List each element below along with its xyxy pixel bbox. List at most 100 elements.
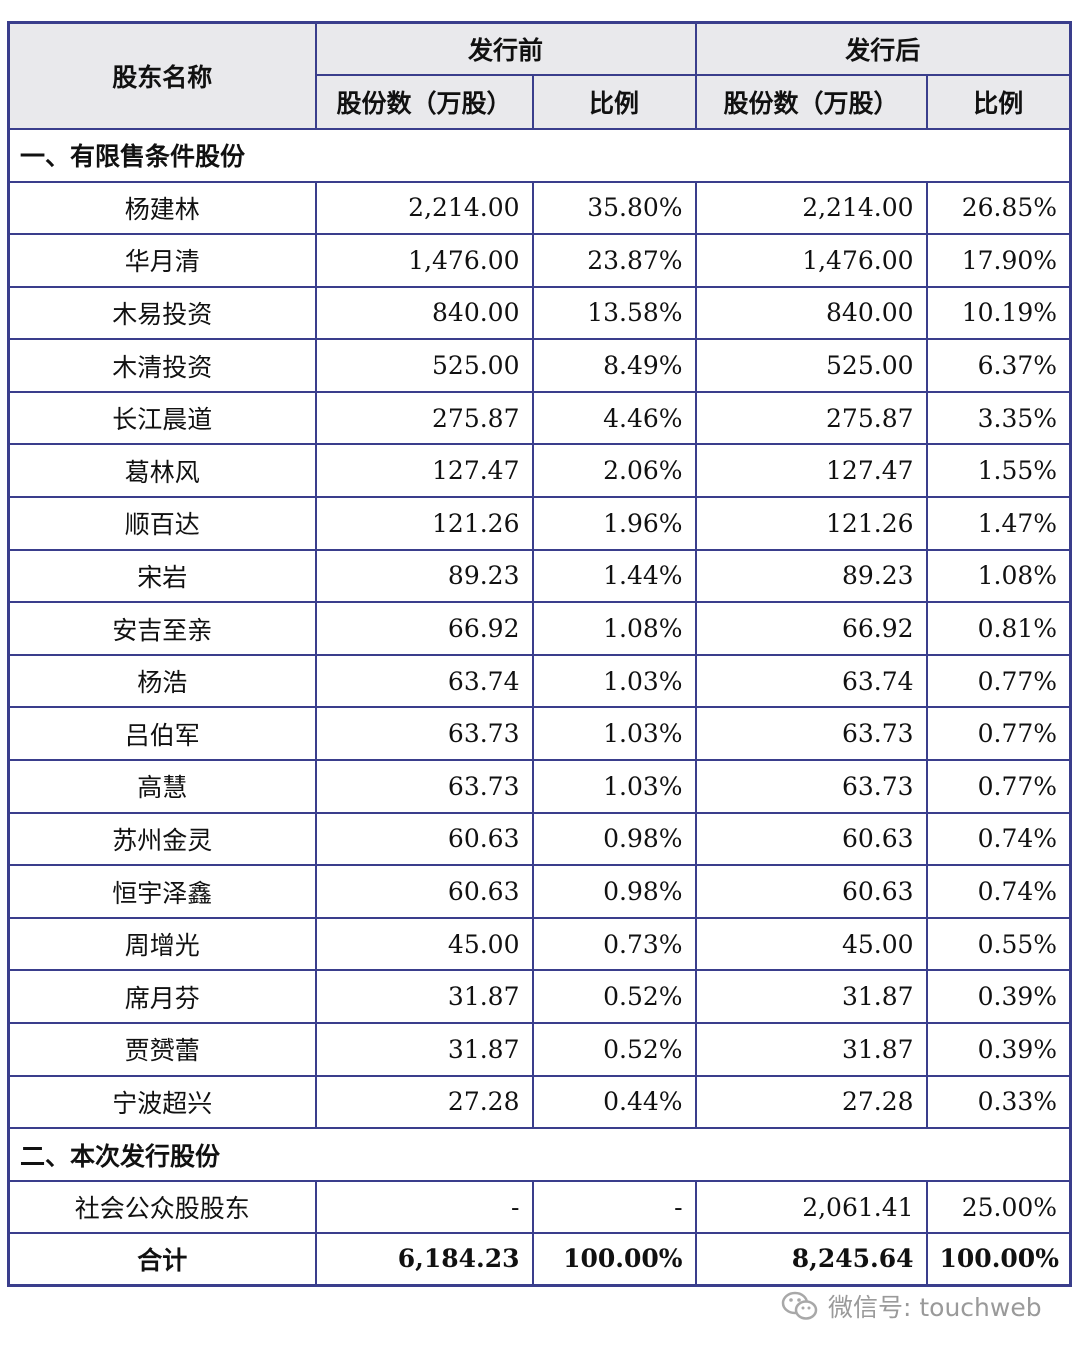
cell-before-ratio: 4.46% bbox=[531, 390, 697, 446]
cell-shareholder-name: 长江晨道 bbox=[7, 390, 317, 446]
table-row: 高慧 63.73 1.03% 63.73 0.77% bbox=[7, 759, 1072, 814]
cell-after-ratio: 3.35% bbox=[925, 390, 1072, 446]
table-row: 杨浩 63.74 1.03% 63.74 0.77% bbox=[7, 653, 1072, 709]
cell-after-shares: 525.00 bbox=[694, 338, 928, 393]
header-shareholder-name: 股东名称 bbox=[7, 21, 317, 130]
cell-before-ratio: 0.52% bbox=[531, 1022, 697, 1077]
section-public-title: 二、本次发行股份 bbox=[7, 1127, 1072, 1183]
cell-after-ratio: 0.77% bbox=[925, 653, 1072, 709]
cell-shareholder-name: 恒宇泽鑫 bbox=[7, 864, 317, 919]
cell-after-shares: 127.47 bbox=[694, 443, 928, 499]
cell-shareholder-name: 华月清 bbox=[7, 233, 317, 288]
table-row: 席月芬 31.87 0.52% 31.87 0.39% bbox=[7, 969, 1072, 1024]
cell-before-ratio: 0.98% bbox=[531, 811, 697, 867]
table-row: 木易投资 840.00 13.58% 840.00 10.19% bbox=[7, 285, 1072, 341]
cell-before-ratio: 0.44% bbox=[531, 1074, 697, 1130]
cell-shareholder-name: 木清投资 bbox=[7, 338, 317, 393]
cell-before-shares: 840.00 bbox=[314, 285, 534, 341]
cell-before-shares: 1,476.00 bbox=[314, 233, 534, 288]
cell-before-shares: 31.87 bbox=[314, 969, 534, 1024]
watermark: 微信号: touchweb bbox=[780, 1286, 1042, 1326]
cell-shareholder-name: 吕伯军 bbox=[7, 706, 317, 762]
header-before-shares: 股份数（万股） bbox=[314, 73, 534, 130]
table-row: 吕伯军 63.73 1.03% 63.73 0.77% bbox=[7, 706, 1072, 762]
cell-after-ratio: 10.19% bbox=[925, 285, 1072, 341]
cell-after-ratio: 1.47% bbox=[925, 496, 1072, 551]
cell-shareholder-name: 木易投资 bbox=[7, 285, 317, 341]
cell-after-shares: 89.23 bbox=[694, 548, 928, 604]
cell-after-shares: 840.00 bbox=[694, 285, 928, 341]
cell-after-ratio: 0.33% bbox=[925, 1074, 1072, 1130]
header-after-issue: 发行后 bbox=[694, 21, 1072, 76]
cell-before-shares: 6,184.23 bbox=[314, 1232, 534, 1287]
cell-before-shares: 89.23 bbox=[314, 548, 534, 604]
cell-after-ratio: 26.85% bbox=[925, 180, 1072, 236]
cell-before-ratio: 35.80% bbox=[531, 180, 697, 236]
cell-before-shares: 66.92 bbox=[314, 601, 534, 656]
cell-after-shares: 60.63 bbox=[694, 864, 928, 919]
cell-after-shares: 63.73 bbox=[694, 759, 928, 814]
table-row: 长江晨道 275.87 4.46% 275.87 3.35% bbox=[7, 390, 1072, 446]
cell-after-shares: 27.28 bbox=[694, 1074, 928, 1130]
cell-before-shares: 275.87 bbox=[314, 390, 534, 446]
cell-before-ratio: 0.73% bbox=[531, 916, 697, 972]
header-before-ratio: 比例 bbox=[531, 73, 697, 130]
public-shareholder-row: 社会公众股股东 - -2,061.41 25.00% bbox=[7, 1180, 1072, 1235]
cell-shareholder-name: 合计 bbox=[7, 1232, 317, 1287]
cell-after-ratio: 0.39% bbox=[925, 969, 1072, 1024]
cell-after-ratio: 0.77% bbox=[925, 706, 1072, 762]
cell-before-ratio: 13.58% bbox=[531, 285, 697, 341]
cell-before-ratio: 1.96% bbox=[531, 496, 697, 551]
cell-before-ratio: 1.03% bbox=[531, 706, 697, 762]
watermark-text: 微信号: touchweb bbox=[828, 1293, 1042, 1322]
cell-before-ratio: 1.08% bbox=[531, 601, 697, 656]
cell-before-ratio: 1.03% bbox=[531, 653, 697, 709]
cell-after-shares: 31.87 bbox=[694, 1022, 928, 1077]
section-public-row: 二、本次发行股份 bbox=[7, 1127, 1072, 1183]
section-restricted-title: 一、有限售条件股份 bbox=[7, 127, 1072, 183]
cell-shareholder-name: 杨浩 bbox=[7, 653, 317, 709]
table-row: 恒宇泽鑫 60.63 0.98% 60.63 0.74% bbox=[7, 864, 1072, 919]
cell-after-shares: 60.63 bbox=[694, 811, 928, 867]
total-row: 合计 6,184.23 100.00% 8,245.64 100.00% bbox=[7, 1232, 1072, 1287]
cell-after-shares: 2,061.41 bbox=[694, 1180, 928, 1235]
table-row: 贾赟蕾 31.87 0.52% 31.87 0.39% bbox=[7, 1022, 1072, 1077]
cell-shareholder-name: 杨建林 bbox=[7, 180, 317, 236]
cell-after-ratio: 0.81% bbox=[925, 601, 1072, 656]
cell-before-shares: 27.28 bbox=[314, 1074, 534, 1130]
table-row: 苏州金灵 60.63 0.98% 60.63 0.74% bbox=[7, 811, 1072, 867]
cell-before-ratio: 23.87% bbox=[531, 233, 697, 288]
cell-before-shares: 2,214.00 bbox=[314, 180, 534, 236]
cell-shareholder-name: 葛林风 bbox=[7, 443, 317, 499]
table-row: 周增光 45.00 0.73% 45.00 0.55% bbox=[7, 916, 1072, 972]
cell-before-ratio: 8.49% bbox=[531, 338, 697, 393]
shareholder-table: 股东名称 发行前 发行后 股份数（万股） 比例 股份数（万股） 比例 一、有限售… bbox=[7, 21, 1073, 1287]
cell-after-shares: 1,476.00 bbox=[694, 233, 928, 288]
cell-after-shares: 2,214.00 bbox=[694, 180, 928, 236]
cell-before-shares: 63.73 bbox=[314, 706, 534, 762]
cell-before-shares: 63.73 bbox=[314, 759, 534, 814]
cell-after-ratio: 17.90% bbox=[925, 233, 1072, 288]
cell-before-ratio: - bbox=[531, 1180, 697, 1235]
cell-before-shares: 121.26 bbox=[314, 496, 534, 551]
cell-after-ratio: 0.77% bbox=[925, 759, 1072, 814]
cell-before-shares: 127.47 bbox=[314, 443, 534, 499]
cell-shareholder-name: 高慧 bbox=[7, 759, 317, 814]
header-after-shares: 股份数（万股） bbox=[694, 73, 928, 130]
table-row: 杨建林 2,214.00 35.80% 2,214.00 26.85% bbox=[7, 180, 1072, 236]
header-row-1: 股东名称 发行前 发行后 bbox=[7, 21, 1072, 130]
cell-shareholder-name: 宁波超兴 bbox=[7, 1074, 317, 1130]
cell-after-shares: 66.92 bbox=[694, 601, 928, 656]
cell-before-ratio: 0.98% bbox=[531, 864, 697, 919]
cell-after-shares: 121.26 bbox=[694, 496, 928, 551]
cell-after-ratio: 0.74% bbox=[925, 864, 1072, 919]
cell-after-shares: 8,245.64 bbox=[694, 1232, 928, 1287]
table-row: 宁波超兴 27.28 0.44% 27.28 0.33% bbox=[7, 1074, 1072, 1130]
table-row: 葛林风 127.47 2.06% 127.47 1.55% bbox=[7, 443, 1072, 499]
cell-shareholder-name: 顺百达 bbox=[7, 496, 317, 551]
cell-after-ratio: 6.37% bbox=[925, 338, 1072, 393]
table-row: 宋岩 89.23 1.44% 89.23 1.08% bbox=[7, 548, 1072, 604]
cell-after-ratio: 0.74% bbox=[925, 811, 1072, 867]
cell-before-shares: - bbox=[314, 1180, 534, 1235]
cell-before-ratio: 1.03% bbox=[531, 759, 697, 814]
